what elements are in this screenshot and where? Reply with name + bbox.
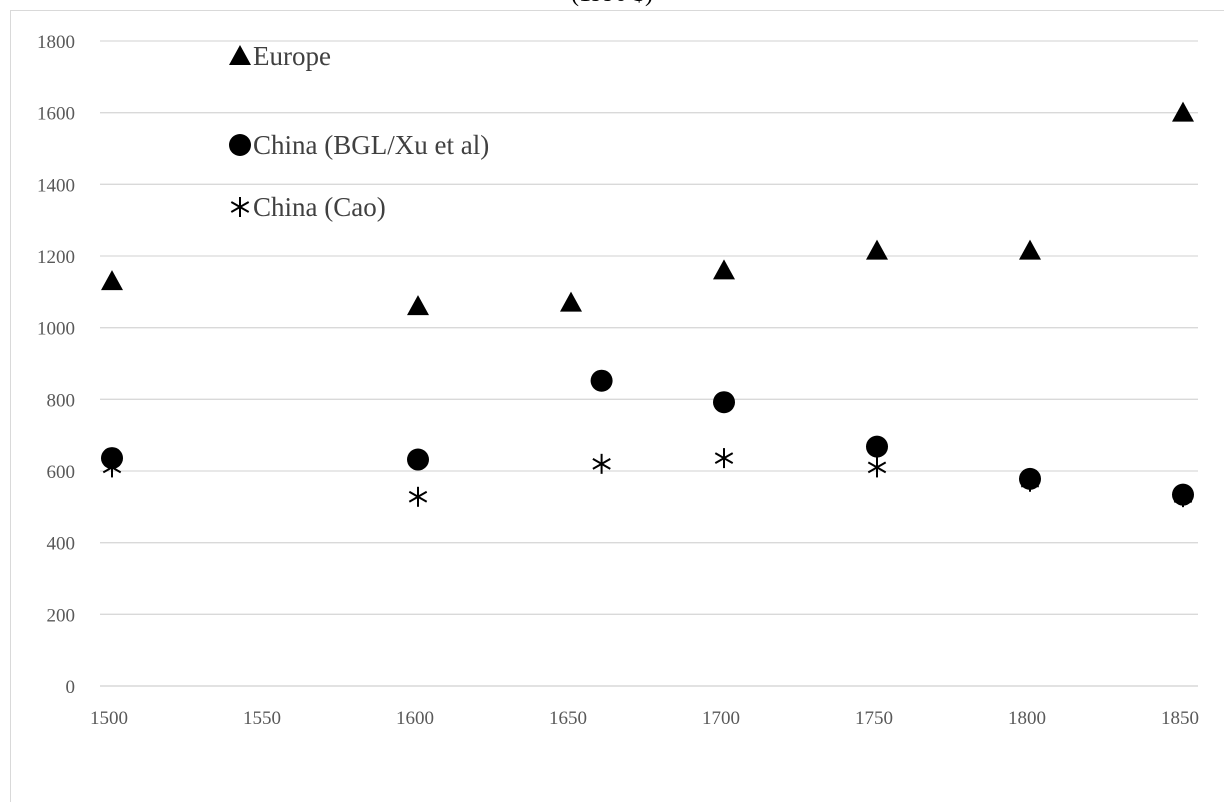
x-tick-label: 1550 — [243, 708, 281, 729]
x-tick-label: 1500 — [90, 708, 128, 729]
data-point-circle — [407, 448, 429, 471]
data-point-triangle — [1019, 239, 1041, 260]
data-point-triangle — [713, 259, 735, 280]
data-point-asterisk — [867, 457, 887, 478]
legend-label: China (BGL/Xu et al) — [253, 130, 489, 160]
data-point-asterisk — [102, 457, 122, 478]
data-point-asterisk — [408, 486, 428, 507]
y-tick-label: 1200 — [37, 247, 75, 268]
series-0 — [101, 101, 1194, 316]
legend-label: Europe — [253, 41, 331, 71]
x-tick-label: 1800 — [1008, 708, 1046, 729]
y-tick-label: 400 — [47, 534, 76, 555]
data-point-asterisk — [714, 448, 734, 469]
legend: Europe China (BGL/Xu et al) China (Cao) — [229, 41, 489, 222]
y-tick-label: 800 — [47, 390, 76, 411]
y-tick-label: 0 — [66, 677, 76, 698]
legend-label: China (Cao) — [253, 192, 386, 222]
y-tick-label: 1600 — [37, 104, 75, 125]
data-point-circle — [713, 391, 735, 414]
data-point-triangle — [866, 239, 888, 260]
data-point-circle — [590, 369, 613, 392]
data-marks — [101, 101, 1194, 508]
y-tick-label: 1400 — [37, 175, 75, 196]
y-tick-label: 200 — [47, 605, 76, 626]
data-point-triangle — [1172, 101, 1194, 122]
chart-title: (1990 $) — [0, 0, 1224, 8]
x-tick-label: 1750 — [855, 708, 893, 729]
x-tick-label: 1850 — [1161, 708, 1199, 729]
legend-marker-triangle — [229, 45, 251, 66]
chart-border — [10, 10, 1224, 802]
data-point-triangle — [407, 295, 429, 316]
y-tick-label: 1000 — [37, 319, 75, 340]
data-point-asterisk — [1173, 487, 1193, 508]
x-tick-label: 1650 — [549, 708, 587, 729]
data-point-asterisk — [592, 453, 611, 474]
x-tick-label: 1600 — [396, 708, 434, 729]
legend-marker-circle — [229, 134, 251, 156]
data-point-triangle — [101, 270, 123, 291]
data-point-circle — [866, 435, 888, 458]
legend-marker-asterisk — [230, 197, 250, 217]
x-tick-label: 1700 — [702, 708, 740, 729]
axes: 0 200 400 600 800 1000 1200 1400 1600 1800 1500 155… — [37, 32, 1199, 729]
data-point-triangle — [560, 291, 582, 312]
grid-lines — [100, 40, 1198, 615]
y-tick-label: 1800 — [37, 32, 75, 53]
series-2 — [102, 448, 1193, 508]
y-tick-label: 600 — [47, 462, 76, 483]
data-point-asterisk — [1020, 471, 1040, 492]
